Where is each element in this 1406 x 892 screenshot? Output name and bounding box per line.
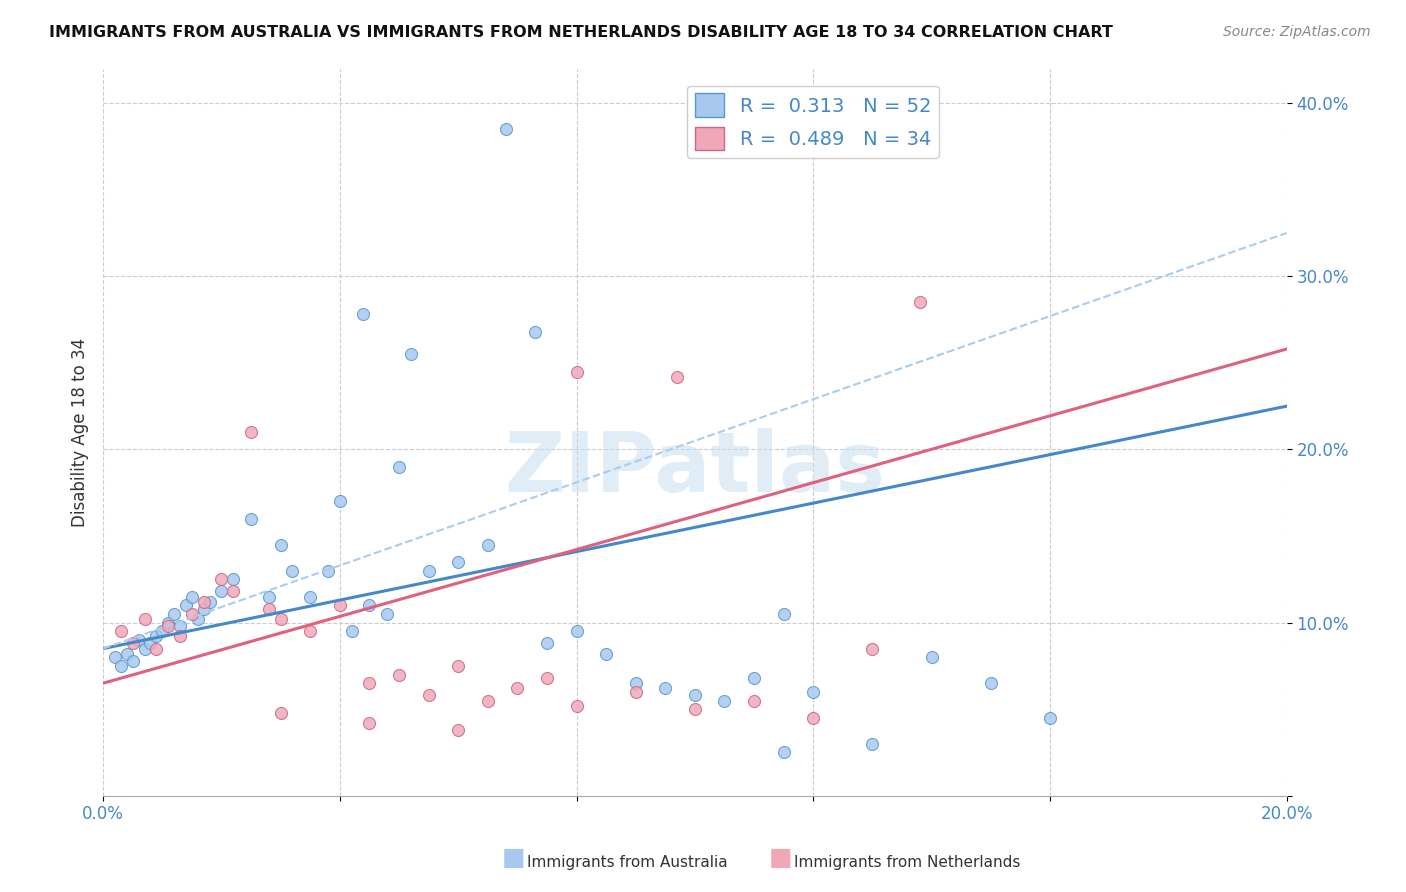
Legend: R =  0.313   N = 52, R =  0.489   N = 34: R = 0.313 N = 52, R = 0.489 N = 34: [688, 86, 939, 158]
Y-axis label: Disability Age 18 to 34: Disability Age 18 to 34: [72, 337, 89, 526]
Point: [713, 693, 735, 707]
Point: [134, 612, 156, 626]
Point: [222, 584, 245, 599]
Point: [104, 650, 127, 665]
Point: [742, 671, 765, 685]
Point: [163, 607, 186, 621]
Text: IMMIGRANTS FROM AUSTRALIA VS IMMIGRANTS FROM NETHERLANDS DISABILITY AGE 18 TO 34: IMMIGRANTS FROM AUSTRALIA VS IMMIGRANTS …: [49, 25, 1114, 40]
Text: Source: ZipAtlas.com: Source: ZipAtlas.com: [1223, 25, 1371, 39]
Point: [477, 693, 499, 707]
Point: [359, 716, 381, 731]
Point: [134, 641, 156, 656]
Point: [299, 590, 322, 604]
Point: [174, 599, 197, 613]
Point: [329, 494, 352, 508]
Point: [1039, 711, 1062, 725]
Point: [565, 365, 588, 379]
Point: [110, 659, 132, 673]
Point: [157, 615, 180, 630]
Point: [683, 689, 706, 703]
Point: [193, 601, 215, 615]
Point: [299, 624, 322, 639]
Point: [270, 706, 292, 720]
Point: [180, 607, 202, 621]
Point: [477, 538, 499, 552]
Text: Immigrants from Netherlands: Immigrants from Netherlands: [794, 855, 1021, 870]
Point: [180, 590, 202, 604]
Text: ■: ■: [502, 846, 524, 870]
Point: [110, 624, 132, 639]
Point: [145, 641, 167, 656]
Point: [359, 599, 381, 613]
Point: [565, 698, 588, 713]
Point: [121, 654, 143, 668]
Point: [624, 676, 647, 690]
Point: [980, 676, 1002, 690]
Point: [198, 595, 221, 609]
Point: [536, 636, 558, 650]
Point: [388, 459, 411, 474]
Point: [257, 601, 280, 615]
Text: ZIPatlas: ZIPatlas: [505, 428, 886, 509]
Point: [418, 564, 440, 578]
Point: [447, 723, 470, 737]
Point: [536, 671, 558, 685]
Point: [240, 425, 263, 439]
Point: [447, 659, 470, 673]
Point: [359, 676, 381, 690]
Point: [801, 685, 824, 699]
Point: [145, 630, 167, 644]
Point: [157, 619, 180, 633]
Point: [388, 667, 411, 681]
Point: [329, 599, 352, 613]
Point: [240, 512, 263, 526]
Point: [340, 624, 363, 639]
Point: [860, 737, 883, 751]
Point: [654, 681, 676, 696]
Point: [524, 325, 547, 339]
Point: [921, 650, 943, 665]
Point: [772, 607, 794, 621]
Point: [565, 624, 588, 639]
Point: [187, 612, 209, 626]
Point: [418, 689, 440, 703]
Text: Immigrants from Australia: Immigrants from Australia: [527, 855, 728, 870]
Point: [121, 636, 143, 650]
Point: [222, 572, 245, 586]
Point: [193, 595, 215, 609]
Point: [860, 641, 883, 656]
Point: [270, 538, 292, 552]
Point: [281, 564, 304, 578]
Point: [772, 746, 794, 760]
Point: [801, 711, 824, 725]
Point: [115, 647, 138, 661]
Point: [399, 347, 422, 361]
Point: [447, 555, 470, 569]
Point: [316, 564, 339, 578]
Point: [211, 584, 233, 599]
Point: [353, 307, 375, 321]
Point: [506, 681, 529, 696]
Point: [150, 624, 173, 639]
Point: [683, 702, 706, 716]
Point: [128, 632, 150, 647]
Point: [624, 685, 647, 699]
Point: [270, 612, 292, 626]
Point: [495, 122, 517, 136]
Point: [169, 630, 191, 644]
Point: [666, 369, 689, 384]
Point: [375, 607, 398, 621]
Point: [742, 693, 765, 707]
Point: [169, 619, 191, 633]
Point: [139, 636, 162, 650]
Text: ■: ■: [769, 846, 792, 870]
Point: [908, 295, 931, 310]
Point: [257, 590, 280, 604]
Point: [595, 647, 617, 661]
Point: [211, 572, 233, 586]
